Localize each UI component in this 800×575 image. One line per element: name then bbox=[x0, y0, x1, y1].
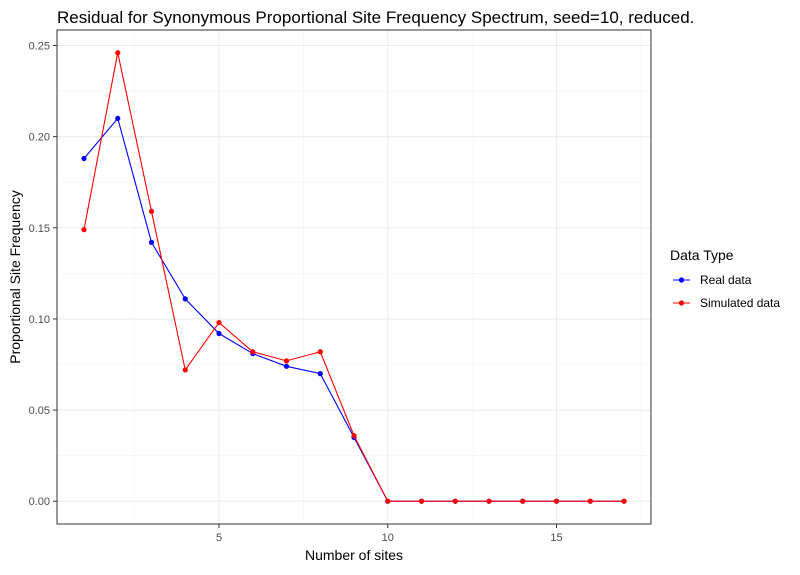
x-tick-label: 5 bbox=[216, 532, 222, 544]
legend-key-point bbox=[678, 277, 685, 283]
legend-label: Simulated data bbox=[700, 296, 780, 310]
data-point bbox=[283, 358, 290, 364]
data-point bbox=[216, 319, 222, 326]
plot-panel bbox=[57, 30, 651, 524]
minor-gridlines bbox=[57, 30, 651, 524]
y-axis-title: Proportional Site Frequency bbox=[7, 190, 23, 364]
y-tick-label: 0.05 bbox=[29, 405, 50, 417]
data-point bbox=[587, 498, 593, 504]
data-point bbox=[351, 432, 357, 439]
data-point bbox=[250, 349, 256, 355]
y-tick-label: 0.00 bbox=[29, 496, 50, 508]
plot-border bbox=[56, 29, 652, 525]
y-tick-label: 0.10 bbox=[29, 314, 50, 326]
series-simulated-data bbox=[81, 50, 627, 504]
y-tick-label: 0.20 bbox=[29, 132, 50, 144]
data-point bbox=[81, 155, 87, 162]
legend: Data Type Real data Simulated data bbox=[670, 247, 780, 310]
data-point bbox=[182, 296, 188, 302]
data-point bbox=[418, 498, 425, 504]
legend-label: Real data bbox=[700, 273, 752, 287]
chart-title: Residual for Synonymous Proportional Sit… bbox=[57, 8, 694, 27]
series-layer bbox=[81, 50, 627, 504]
legend-key-point bbox=[678, 300, 685, 306]
data-point bbox=[317, 349, 323, 355]
x-axis-title: Number of sites bbox=[305, 547, 403, 563]
data-point bbox=[621, 498, 627, 504]
data-point bbox=[148, 239, 155, 245]
data-point bbox=[452, 498, 458, 504]
data-point bbox=[148, 208, 155, 214]
data-point bbox=[81, 227, 87, 233]
legend-entry: Real data bbox=[673, 273, 752, 287]
x-axis-ticks: 5 10 15 bbox=[216, 524, 563, 544]
data-point bbox=[553, 498, 560, 504]
data-point bbox=[317, 371, 323, 377]
data-point bbox=[115, 115, 121, 122]
y-tick-label: 0.25 bbox=[29, 40, 50, 52]
y-axis-ticks: 0.00 0.05 0.10 0.15 0.20 0.25 bbox=[29, 40, 57, 508]
y-tick-label: 0.15 bbox=[29, 223, 50, 235]
data-point bbox=[385, 498, 391, 504]
legend-entry: Simulated data bbox=[673, 296, 780, 310]
data-point bbox=[520, 498, 526, 504]
x-tick-label: 10 bbox=[382, 532, 394, 544]
legend-title: Data Type bbox=[670, 247, 734, 263]
data-point bbox=[182, 367, 188, 373]
data-point bbox=[486, 498, 492, 504]
data-point bbox=[283, 363, 290, 369]
data-point bbox=[115, 50, 121, 56]
data-point bbox=[216, 330, 222, 337]
x-tick-label: 15 bbox=[550, 532, 562, 544]
